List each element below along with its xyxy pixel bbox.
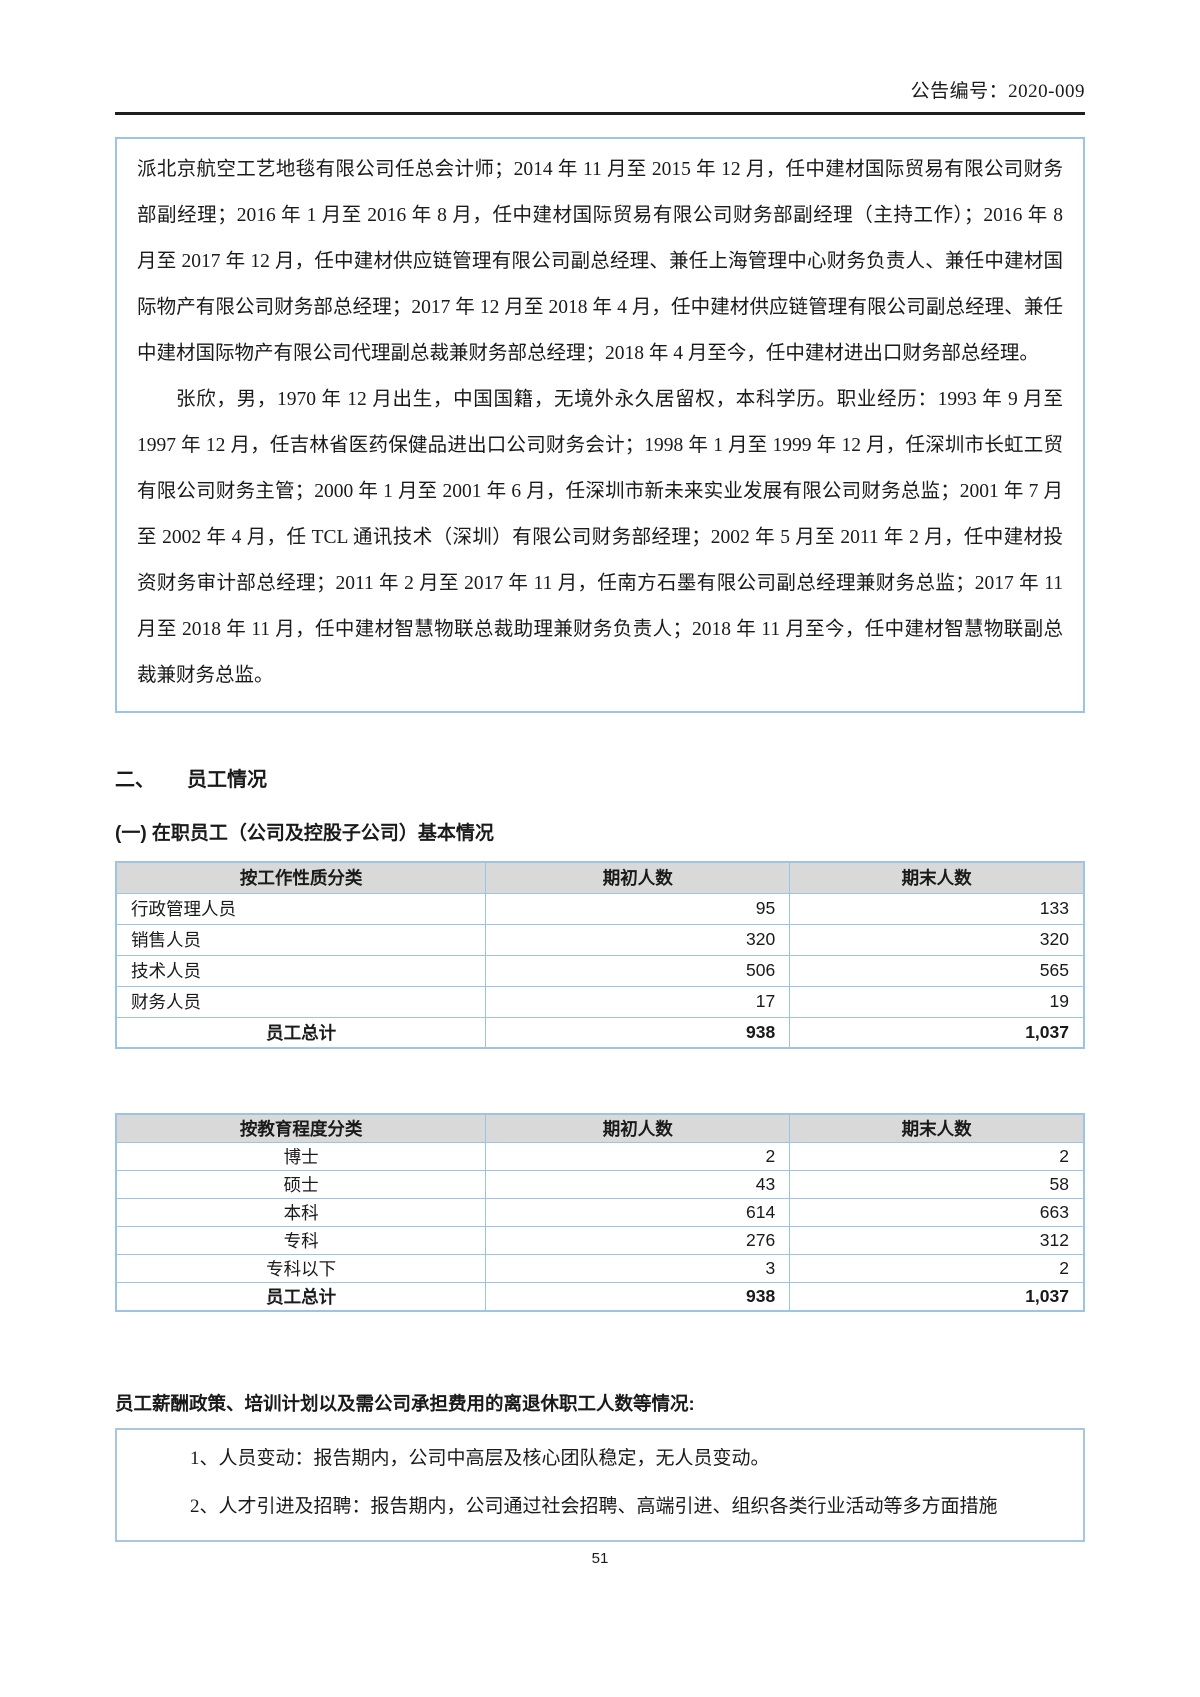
table-total-row: 员工总计 938 1,037 [115,1016,1085,1049]
end-count: 133 [789,892,1085,925]
section-number: 二、 [115,769,155,791]
col-header-begin-count: 期初人数 [485,861,791,894]
job-category: 行政管理人员 [115,892,487,925]
begin-count: 320 [485,923,791,956]
subsection-heading-active-employees: (一) 在职员工（公司及控股子公司）基本情况 [115,823,494,844]
page-number: 51 [591,1550,609,1567]
col-header-begin-count: 期初人数 [485,1113,791,1143]
begin-count: 95 [485,892,791,925]
table-row: 技术人员 506 565 [115,954,1085,987]
end-count: 2 [789,1254,1085,1283]
table-row: 本科 614 663 [115,1198,1085,1227]
section-heading-employees: 二、 员工情况 [115,763,1085,792]
policy-heading: 员工薪酬政策、培训计划以及需公司承担费用的离退休职工人数等情况: [115,1393,695,1414]
table-total-row: 员工总计 938 1,037 [115,1282,1085,1312]
end-count: 312 [789,1226,1085,1255]
end-count: 565 [789,954,1085,987]
section-title: 员工情况 [187,769,267,791]
table-header-row: 按教育程度分类 期初人数 期末人数 [115,1113,1085,1143]
policy-item-talent-recruitment: 2、人才引进及招聘：报告期内，公司通过社会招聘、高端引进、组织各类行业活动等多方… [190,1496,998,1517]
table-by-education: 按教育程度分类 期初人数 期末人数 博士 2 2 硕士 43 58 本科 614… [115,1113,1085,1312]
education-category: 专科以下 [115,1254,487,1283]
begin-count: 2 [485,1142,791,1171]
table-row: 专科 276 312 [115,1226,1085,1255]
education-category: 博士 [115,1142,487,1171]
begin-count: 506 [485,954,791,987]
col-header-end-count: 期末人数 [789,1113,1085,1143]
total-end-count: 1,037 [789,1282,1085,1312]
education-category: 专科 [115,1226,487,1255]
table-row: 专科以下 3 2 [115,1254,1085,1283]
policy-item-personnel-change: 1、人员变动：报告期内，公司中高层及核心团队稳定，无人员变动。 [190,1448,770,1469]
job-category: 财务人员 [115,985,487,1018]
table-row: 硕士 43 58 [115,1170,1085,1199]
end-count: 2 [789,1142,1085,1171]
end-count: 320 [789,923,1085,956]
header-rule [115,112,1085,115]
col-header-end-count: 期末人数 [789,861,1085,894]
table-row: 财务人员 17 19 [115,985,1085,1018]
biography-paragraph-zhangxin: 张欣，男，1970 年 12 月出生，中国国籍，无境外永久居留权，本科学历。职业… [137,389,1063,686]
education-category: 硕士 [115,1170,487,1199]
biography-box: 派北京航空工艺地毯有限公司任总会计师；2014 年 11 月至 2015 年 1… [115,137,1085,713]
col-header-education-category: 按教育程度分类 [115,1113,487,1143]
begin-count: 276 [485,1226,791,1255]
begin-count: 17 [485,985,791,1018]
table-row: 博士 2 2 [115,1142,1085,1171]
total-label: 员工总计 [115,1016,487,1049]
end-count: 58 [789,1170,1085,1199]
table-header-row: 按工作性质分类 期初人数 期末人数 [115,861,1085,894]
job-category: 技术人员 [115,954,487,987]
end-count: 663 [789,1198,1085,1227]
table-row: 行政管理人员 95 133 [115,892,1085,925]
policy-box: 1、人员变动：报告期内，公司中高层及核心团队稳定，无人员变动。 2、人才引进及招… [115,1428,1085,1542]
job-category: 销售人员 [115,923,487,956]
end-count: 19 [789,985,1085,1018]
col-header-job-category: 按工作性质分类 [115,861,487,894]
education-category: 本科 [115,1198,487,1227]
biography-paragraph-continuation: 派北京航空工艺地毯有限公司任总会计师；2014 年 11 月至 2015 年 1… [137,159,1063,364]
total-begin-count: 938 [485,1016,791,1049]
total-label: 员工总计 [115,1282,487,1312]
begin-count: 43 [485,1170,791,1199]
announcement-number: 公告编号：2020-009 [910,81,1085,102]
table-by-job-nature: 按工作性质分类 期初人数 期末人数 行政管理人员 95 133 销售人员 320… [115,861,1085,1049]
begin-count: 614 [485,1198,791,1227]
table-row: 销售人员 320 320 [115,923,1085,956]
begin-count: 3 [485,1254,791,1283]
total-end-count: 1,037 [789,1016,1085,1049]
total-begin-count: 938 [485,1282,791,1312]
